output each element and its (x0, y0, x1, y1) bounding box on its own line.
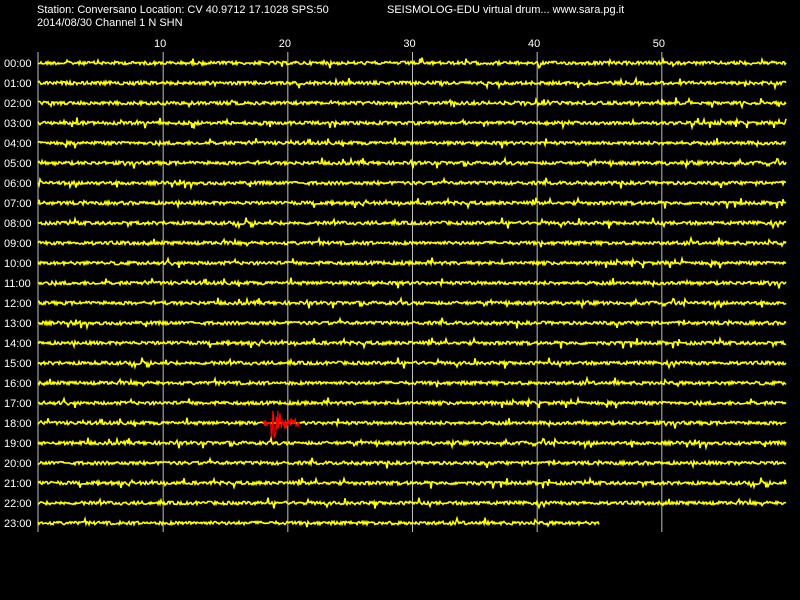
trace-row (37, 335, 787, 350)
row-label: 19:00 (4, 438, 32, 450)
row-label: 14:00 (4, 338, 32, 350)
product-title: SEISMOLOG-EDU virtual drum... www.sara.p… (387, 4, 625, 16)
row-label: 23:00 (4, 518, 32, 530)
row-label: 05:00 (4, 158, 32, 170)
trace-row (37, 357, 787, 370)
row-label: 22:00 (4, 498, 32, 510)
x-tick-label: 20 (279, 38, 291, 50)
row-label: 17:00 (4, 398, 32, 410)
trace-row (37, 375, 787, 388)
trace-row (37, 216, 787, 230)
trace-row (37, 497, 787, 510)
trace-row (37, 176, 787, 191)
row-label: 11:00 (4, 278, 31, 290)
trace-row (37, 277, 787, 289)
trace-row (37, 155, 787, 170)
row-label: 20:00 (4, 458, 32, 470)
row-label: 21:00 (4, 478, 32, 490)
trace-row (37, 435, 787, 451)
trace-row (37, 195, 787, 210)
row-label: 07:00 (4, 198, 32, 210)
row-label: 03:00 (4, 118, 32, 130)
row-label: 09:00 (4, 238, 32, 250)
row-label: 01:00 (4, 78, 32, 90)
x-tick-label: 30 (403, 38, 415, 50)
row-label: 08:00 (4, 218, 32, 230)
row-label: 00:00 (4, 58, 32, 70)
trace-row (37, 515, 600, 528)
trace-row (37, 255, 787, 269)
x-tick-label: 10 (154, 38, 166, 50)
row-label: 10:00 (4, 258, 32, 270)
row-label: 16:00 (4, 378, 32, 390)
x-tick-label: 40 (528, 38, 540, 50)
trace-row (37, 235, 787, 248)
row-label: 13:00 (4, 318, 32, 330)
trace-row (37, 75, 787, 91)
trace-row (37, 316, 787, 331)
row-label: 18:00 (4, 418, 32, 430)
event-waveform (262, 410, 301, 443)
row-label: 12:00 (4, 298, 32, 310)
row-label: 04:00 (4, 138, 32, 150)
trace-row (37, 475, 787, 490)
row-label: 06:00 (4, 178, 32, 190)
trace-row (37, 456, 787, 470)
row-label: 15:00 (4, 358, 32, 370)
trace-row (37, 417, 787, 429)
trace-row (37, 56, 787, 70)
trace-row (37, 395, 787, 409)
trace-row (37, 137, 787, 149)
row-label: 02:00 (4, 98, 32, 110)
x-tick-label: 50 (653, 38, 665, 50)
station-info: Station: Conversano Location: CV 40.9712… (37, 4, 329, 16)
trace-row (37, 96, 787, 110)
date-channel-info: 2014/08/30 Channel 1 N SHN (37, 17, 183, 29)
trace-row (37, 295, 787, 310)
trace-row (37, 116, 787, 131)
